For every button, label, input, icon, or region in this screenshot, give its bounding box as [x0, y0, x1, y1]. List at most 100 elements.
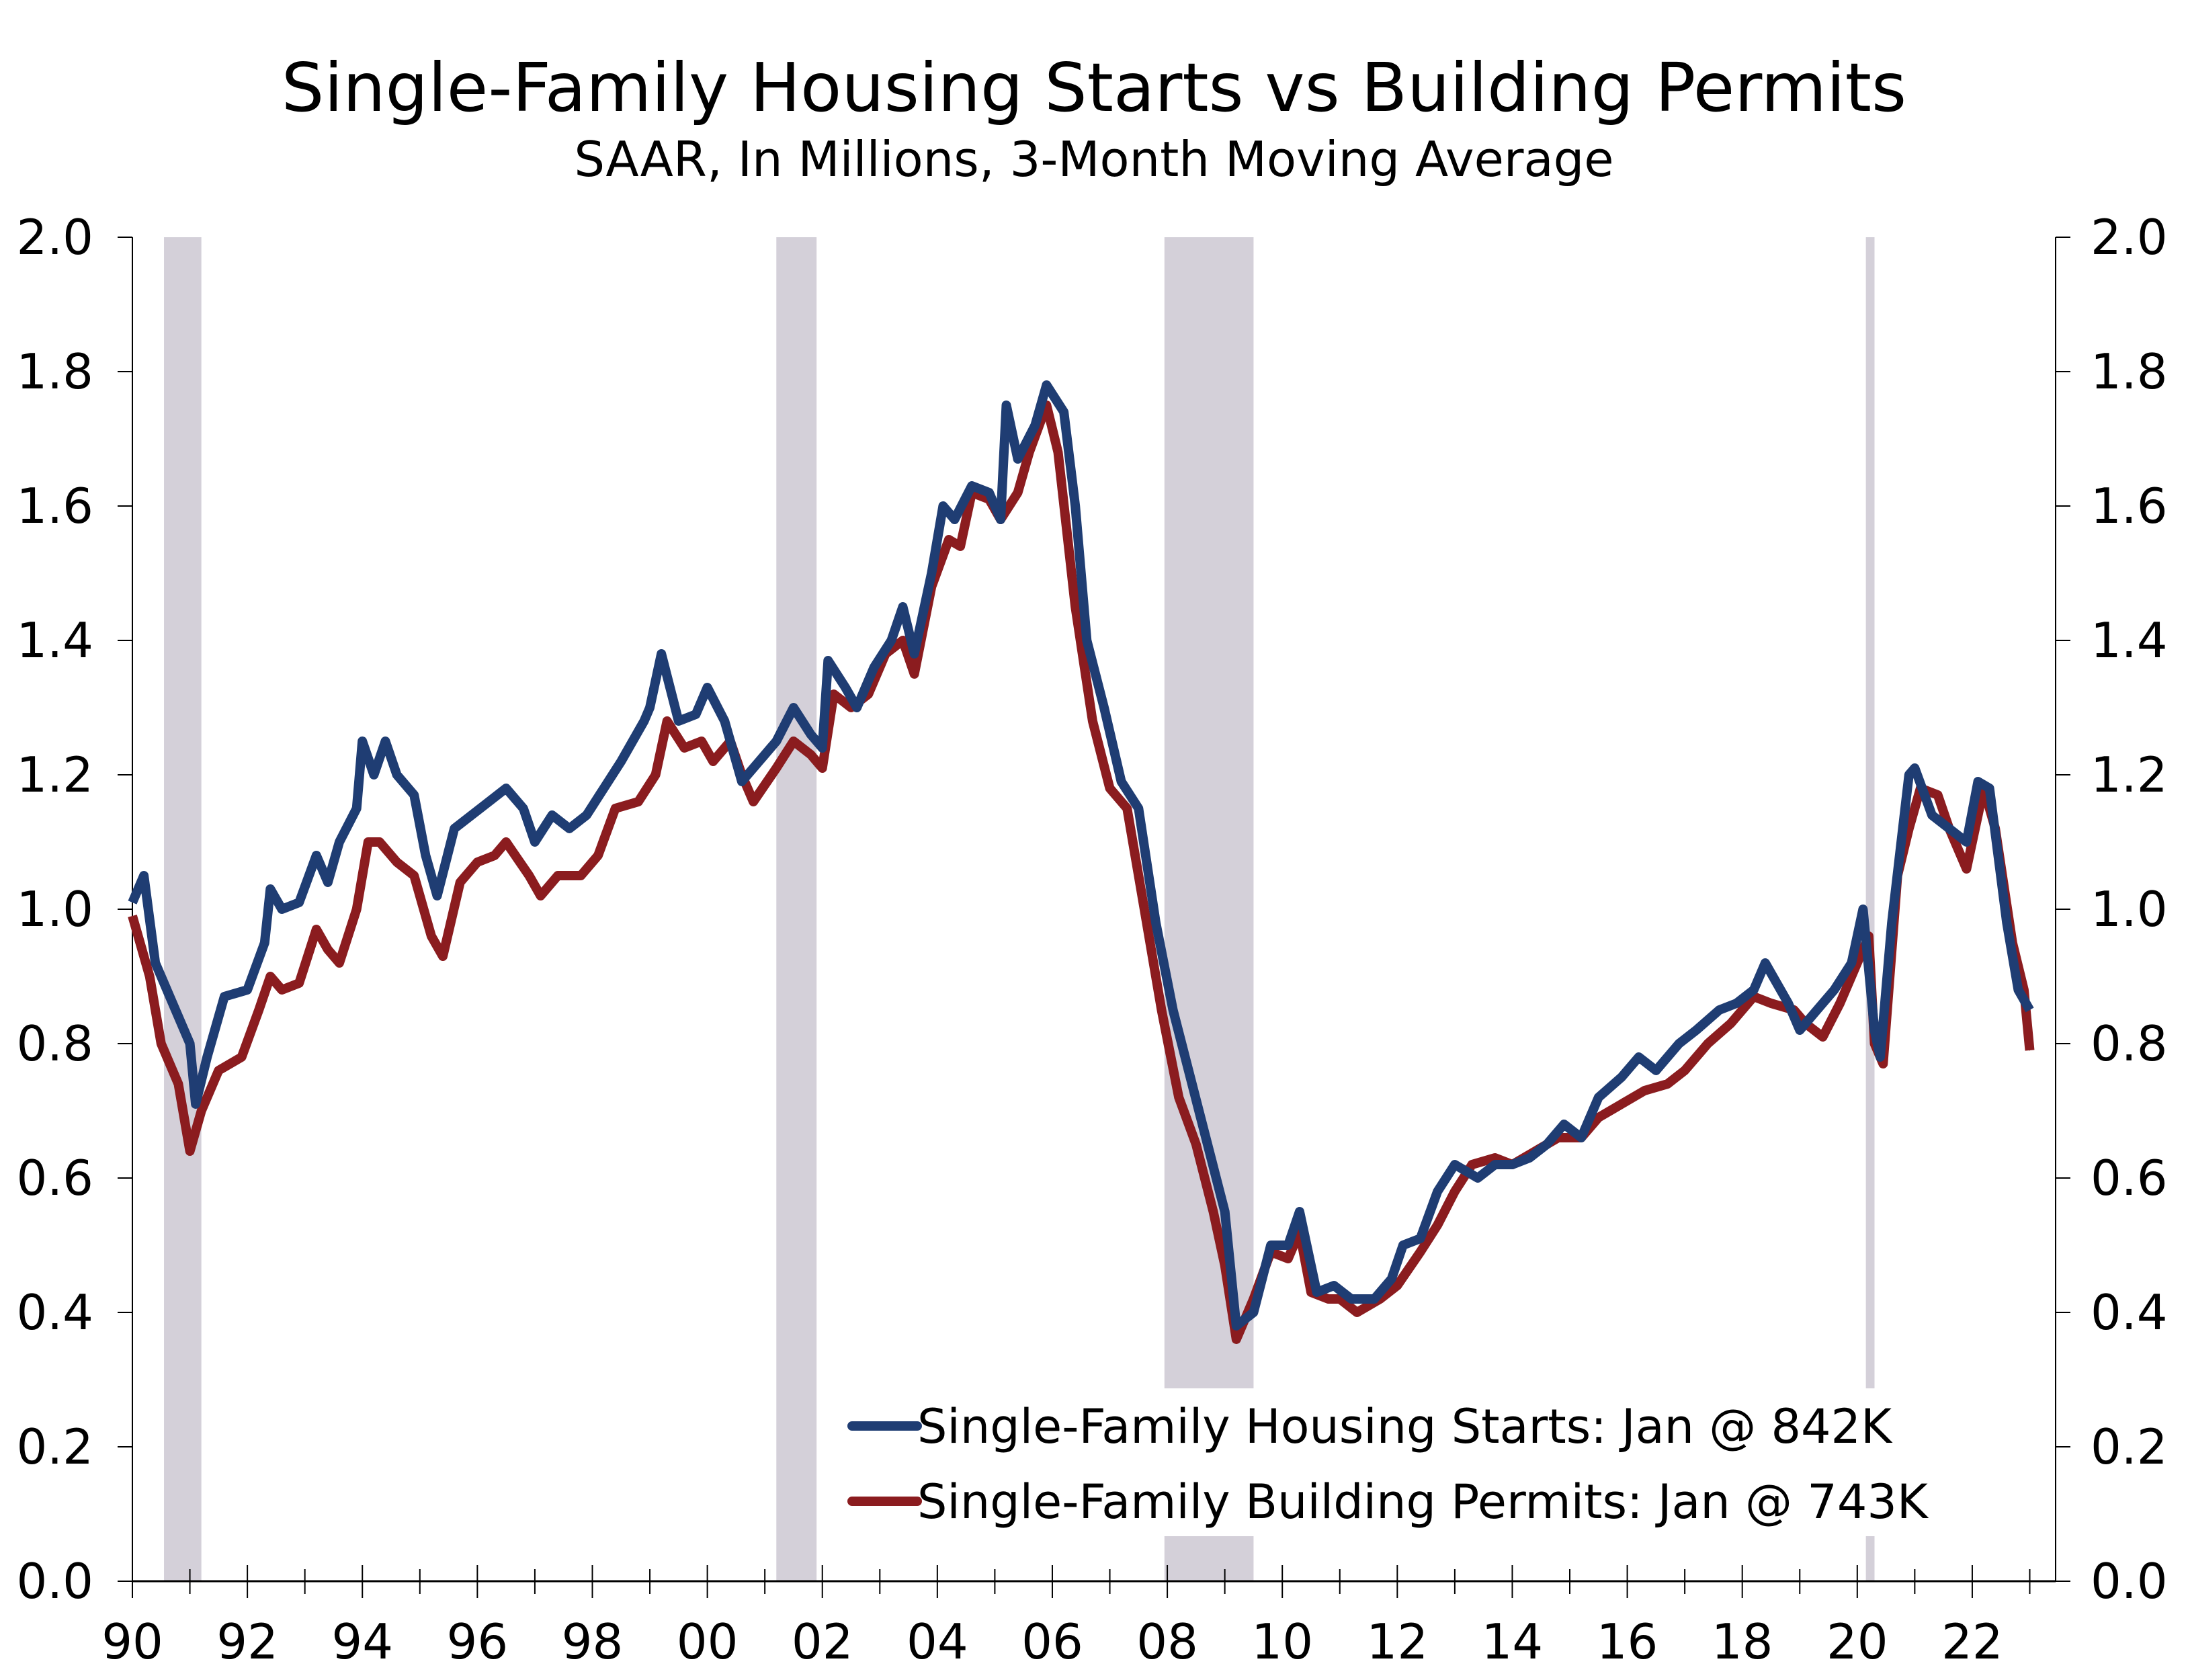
data-point	[1880, 1056, 1881, 1058]
data-point	[1195, 1144, 1197, 1145]
data-point	[1207, 1144, 1208, 1145]
data-point	[902, 640, 904, 641]
data-point	[1753, 989, 1755, 991]
y-tick-label-right: 1.8	[2091, 343, 2168, 400]
data-point	[2017, 989, 2019, 991]
data-point	[2029, 1050, 2030, 1051]
y-tick-label-right: 1.2	[2091, 747, 2168, 803]
x-tick-label: 96	[447, 1613, 509, 1670]
data-point	[1316, 1292, 1318, 1293]
data-point	[505, 788, 507, 789]
data-point	[1034, 425, 1036, 426]
data-point	[396, 862, 398, 863]
data-point	[362, 741, 363, 742]
data-point	[241, 1056, 243, 1058]
chart-title: Single-Family Housing Starts vs Building…	[282, 48, 1906, 127]
data-point	[1092, 720, 1093, 722]
data-point	[1931, 814, 1933, 816]
y-tick-label-left: 0.8	[16, 1015, 93, 1072]
data-point	[1966, 868, 1967, 870]
data-point	[597, 855, 599, 856]
data-point	[1046, 405, 1047, 406]
y-tick-label-right: 0.6	[2091, 1150, 2168, 1206]
data-point	[269, 888, 271, 890]
data-point	[218, 1070, 219, 1071]
axes: 0.0 0.0 0.2 0.2 0.4 0.4 0.6 0.6 0.8 0.8 1.0 1.0 1.2 1…	[16, 209, 2167, 1670]
data-point	[890, 640, 892, 641]
data-point	[384, 741, 386, 742]
data-point	[678, 720, 679, 722]
data-point	[822, 767, 823, 769]
x-tick-label: 08	[1136, 1613, 1198, 1670]
data-point	[1189, 1077, 1191, 1078]
y-tick-label-left: 2.0	[16, 209, 93, 265]
y-tick-label-right: 1.0	[2091, 881, 2168, 937]
data-point	[1667, 1083, 1668, 1085]
data-point	[661, 653, 662, 655]
data-point	[960, 546, 961, 547]
data-point	[1017, 458, 1019, 460]
data-point	[1454, 1191, 1456, 1192]
data-point	[316, 855, 317, 856]
data-point	[1816, 1009, 1818, 1011]
data-point	[356, 909, 357, 910]
data-point	[339, 841, 340, 843]
data-point	[2029, 1009, 2030, 1011]
data-point	[1730, 1023, 1732, 1024]
data-point	[149, 976, 151, 977]
data-point	[1328, 1298, 1329, 1300]
x-tick-label: 06	[1021, 1613, 1083, 1670]
x-tick-label: 22	[1941, 1613, 2003, 1670]
y-tick-label-left: 1.6	[16, 478, 93, 534]
data-point	[132, 902, 133, 903]
recession-bar	[1865, 237, 1875, 1581]
data-point	[177, 1083, 179, 1085]
data-point	[1420, 1251, 1421, 1253]
x-tick-label: 20	[1826, 1613, 1888, 1670]
data-point	[954, 519, 956, 520]
x-tick-label: 04	[907, 1613, 968, 1670]
data-point	[1966, 841, 1967, 843]
y-tick-label-right: 2.0	[2091, 209, 2168, 265]
data-point	[1874, 1030, 1875, 1031]
data-point	[1851, 962, 1852, 964]
y-tick-label-left: 0.0	[16, 1553, 93, 1609]
data-point	[1310, 1292, 1312, 1293]
x-tick-label: 12	[1367, 1613, 1429, 1670]
x-tick-label: 00	[677, 1613, 739, 1670]
data-point	[914, 653, 915, 655]
x-tick-label: 94	[331, 1613, 393, 1670]
data-point	[425, 855, 426, 856]
data-point	[505, 841, 507, 843]
data-point	[155, 962, 156, 964]
data-point	[172, 1003, 173, 1004]
recession-bars	[164, 237, 1875, 1581]
data-point	[1253, 1312, 1254, 1313]
x-tick-label: 18	[1712, 1613, 1773, 1670]
data-point	[534, 841, 536, 843]
data-point	[1937, 794, 1939, 796]
chart-subtitle: SAAR, In Millions, 3-Month Moving Averag…	[574, 131, 1613, 187]
data-point	[1736, 1003, 1737, 1004]
data-point	[1437, 1191, 1438, 1192]
y-tick-label-left: 1.0	[16, 881, 93, 937]
data-point	[683, 747, 685, 749]
data-point	[1339, 1298, 1341, 1300]
data-point	[586, 814, 587, 816]
data-point	[1402, 1245, 1404, 1246]
data-point	[1126, 808, 1128, 809]
data-point	[247, 989, 248, 991]
y-tick-label-right: 1.6	[2091, 478, 2168, 534]
data-point	[1138, 808, 1139, 809]
data-point	[471, 814, 472, 816]
x-tick-label: 90	[101, 1613, 163, 1670]
data-point	[603, 788, 605, 789]
y-tick-label-left: 1.8	[16, 343, 93, 400]
data-point	[379, 841, 380, 843]
data-point	[413, 794, 415, 796]
y-tick-label-left: 0.2	[16, 1419, 93, 1475]
legend-label: Single-Family Housing Starts: Jan @ 842K	[917, 1399, 1893, 1454]
data-point	[822, 747, 823, 749]
x-tick-label: 98	[562, 1613, 624, 1670]
